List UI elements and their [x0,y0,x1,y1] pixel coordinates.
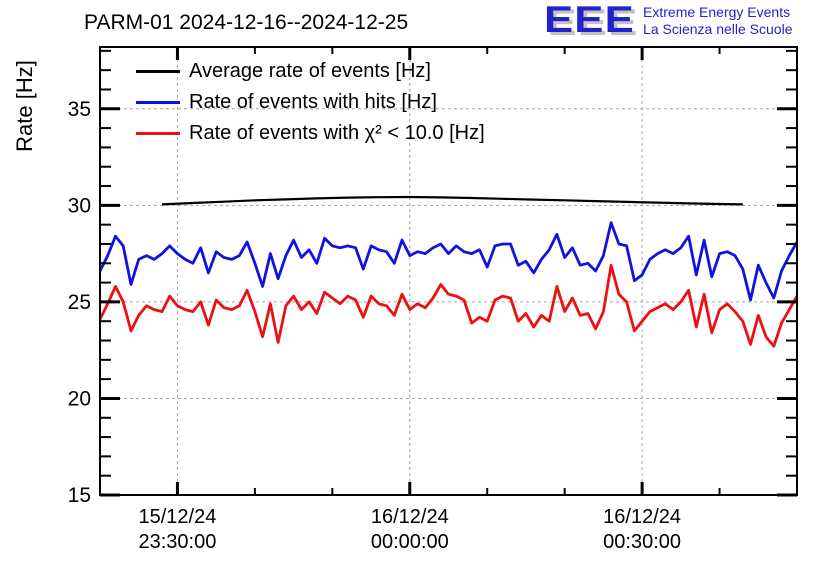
legend-item-chi2: Rate of events with χ² < 10.0 [Hz] [136,118,485,149]
svg-text:25: 25 [68,291,91,314]
legend-item-average: Average rate of events [Hz] [136,56,485,87]
svg-text:35: 35 [68,98,91,121]
svg-text:20: 20 [68,387,91,410]
legend-line-sample-average [136,70,180,73]
legend-item-hits: Rate of events with hits [Hz] [136,87,485,118]
eee-logo-acronym: EEE [544,0,635,40]
eee-logo: EEE Extreme Energy Events La Scienza nel… [544,1,792,39]
eee-logo-tagline-line2: La Scienza nelle Scuole [643,21,793,37]
svg-text:15: 15 [68,484,91,507]
legend-label-chi2: Rate of events with χ² < 10.0 [Hz] [189,122,485,144]
page-title: PARM-01 2024-12-16--2024-12-25 [84,11,409,34]
eee-logo-tagline-line1: Extreme Energy Events [643,4,791,20]
svg-text:30: 30 [68,194,91,217]
legend-line-sample-hits [136,101,180,104]
y-axis-label: Rate [Hz] [12,60,37,152]
legend-label-hits: Rate of events with hits [Hz] [189,91,437,113]
eee-logo-tagline: Extreme Energy Events La Scienza nelle S… [643,1,792,38]
chart-legend: Average rate of events [Hz] Rate of even… [136,56,485,149]
legend-line-sample-chi2 [136,132,180,135]
legend-label-average: Average rate of events [Hz] [189,60,431,82]
